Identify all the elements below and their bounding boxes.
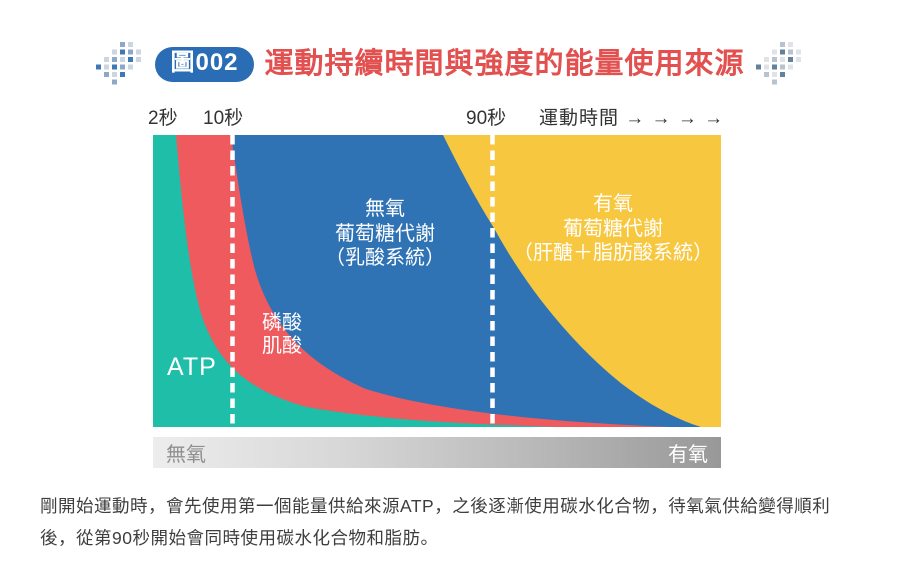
figure-number-badge: 圖002 [155, 47, 254, 82]
label-anaerobic-line1: 無氧 [365, 198, 405, 220]
label-anaerobic: 無氧 葡萄糖代謝 （乳酸系統） [295, 197, 475, 271]
header: 圖002 運動持續時間與強度的能量使用來源 [0, 42, 900, 87]
label-aerobic: 有氧 葡萄糖代謝 （肝醣＋脂肪酸系統） [497, 192, 729, 266]
area-cp [153, 135, 670, 427]
label-aerobic-line2: 葡萄糖代謝 [563, 217, 663, 240]
caption-line1: 剛開始運動時，會先使用第一個能量供給來源ATP，之後逐漸使用碳水化合物，待氧氣供… [40, 496, 831, 516]
caption-line2: 後，從第90秒開始會同時使用碳水化合物和脂肪。 [40, 527, 439, 548]
axis-time-label: 運動時間 → → → → [539, 108, 725, 129]
axis-tick-90s: 90秒 [466, 108, 507, 129]
label-cp-line2: 肌酸 [262, 335, 302, 357]
area-atp [153, 135, 559, 427]
label-cp-line1: 磷酸 [262, 312, 302, 334]
energy-area-chart: ATP 磷酸 肌酸 無氧 葡萄糖代謝 （乳酸系統） 有氧 葡萄糖代謝 （肝醣＋脂… [153, 135, 721, 427]
intensity-gradient-bar: 無氧 有氧 [153, 437, 721, 468]
area-chart-canvas [153, 135, 721, 427]
axis-tick-2s: 2秒 [148, 108, 178, 129]
label-atp: ATP [167, 353, 217, 381]
decor-halftone-left-icon [96, 42, 142, 85]
page-title: 運動持續時間與強度的能量使用來源 [264, 47, 745, 80]
label-cp: 磷酸 肌酸 [247, 312, 317, 358]
label-aerobic-line1: 有氧 [593, 193, 633, 215]
decor-halftone-right-icon [755, 42, 801, 85]
caption: 剛開始運動時，會先使用第一個能量供給來源ATP，之後逐漸使用碳水化合物，待氧氣供… [40, 491, 875, 554]
label-anaerobic-line2: 葡萄糖代謝 [335, 222, 435, 245]
time-axis: 2秒 10秒 90秒 運動時間 → → → → [148, 103, 753, 129]
label-aerobic-line3: （肝醣＋脂肪酸系統） [513, 242, 713, 264]
axis-tick-10s: 10秒 [203, 108, 244, 129]
gradient-bar-right-label: 有氧 [668, 444, 708, 466]
gradient-bar-left-label: 無氧 [166, 444, 206, 466]
label-anaerobic-line3: （乳酸系統） [325, 247, 445, 269]
